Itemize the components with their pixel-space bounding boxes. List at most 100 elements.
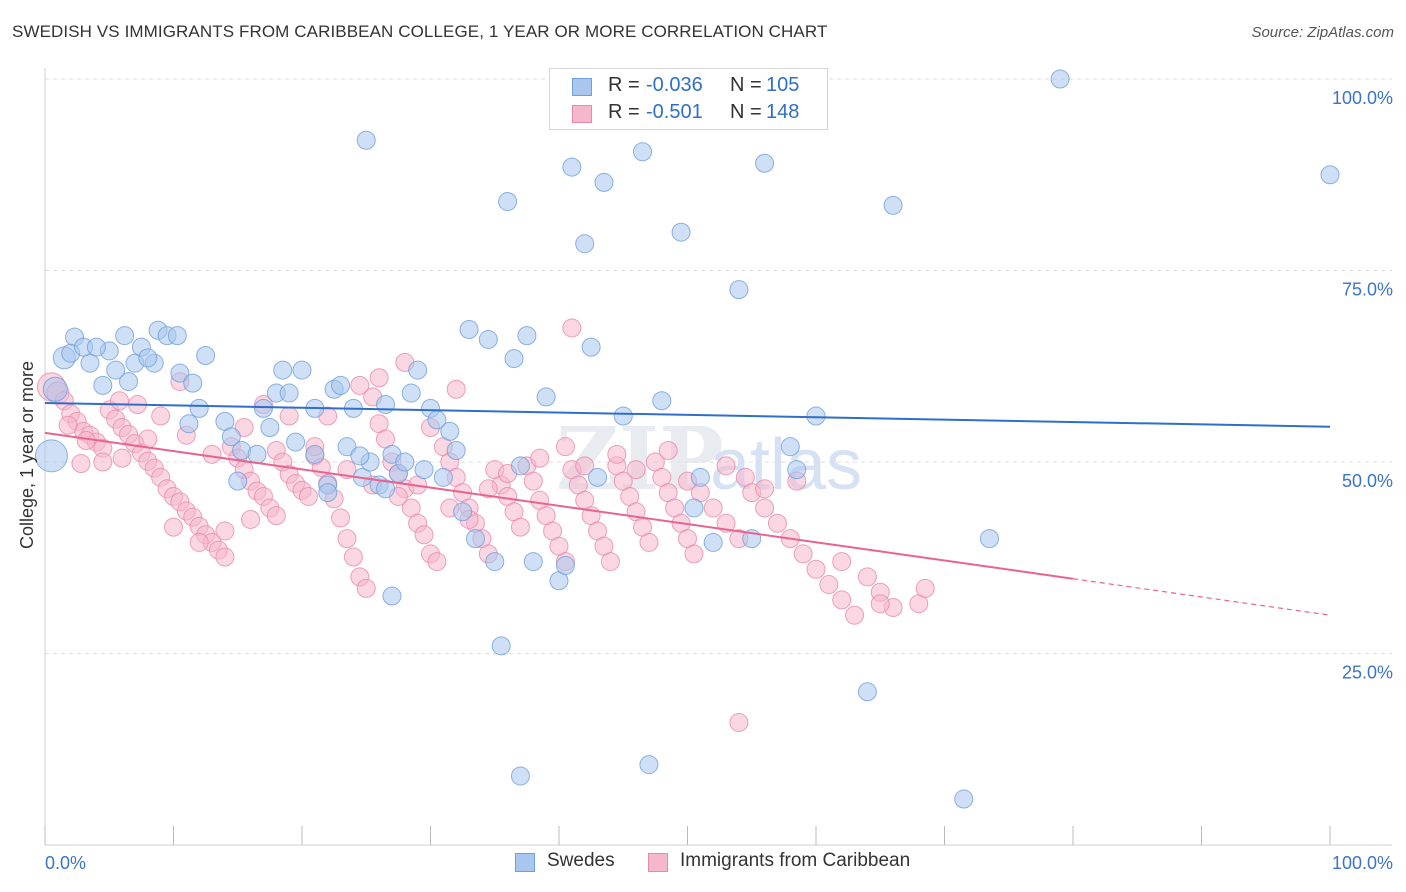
- data-point: [167, 326, 187, 346]
- data-point: [356, 578, 376, 598]
- data-point: [286, 432, 306, 452]
- data-point: [755, 479, 775, 499]
- data-point: [755, 498, 775, 518]
- data-point: [832, 552, 852, 572]
- data-point: [247, 444, 267, 464]
- y-tick-label: 100.0%: [1332, 88, 1393, 108]
- data-point: [639, 532, 659, 552]
- swedes-points: [34, 69, 1340, 809]
- data-point: [106, 360, 126, 380]
- data-point: [369, 368, 389, 388]
- n-label: N =: [730, 74, 762, 96]
- data-point: [806, 559, 826, 579]
- y-axis-title: College, 1 year or more: [17, 361, 37, 549]
- data-point: [408, 360, 428, 380]
- data-point: [883, 195, 903, 215]
- data-point: [446, 441, 466, 461]
- data-point: [626, 460, 646, 480]
- data-point: [241, 509, 261, 529]
- data-point: [806, 406, 826, 426]
- y-tick-label: 25.0%: [1342, 663, 1393, 683]
- data-point: [138, 429, 158, 449]
- data-point: [337, 437, 357, 457]
- data-point: [767, 513, 787, 533]
- data-point: [183, 373, 203, 393]
- data-point: [523, 552, 543, 572]
- data-point: [292, 360, 312, 380]
- data-point: [189, 398, 209, 418]
- data-point: [478, 329, 498, 349]
- data-point: [600, 552, 620, 572]
- data-point: [870, 594, 890, 614]
- data-point: [857, 567, 877, 587]
- data-point: [376, 479, 396, 499]
- data-point: [58, 415, 78, 435]
- data-point: [979, 529, 999, 549]
- data-point: [446, 379, 466, 399]
- caribbean-swatch: [572, 105, 592, 123]
- data-point: [80, 353, 100, 373]
- data-point: [588, 467, 608, 487]
- data-point: [71, 454, 91, 474]
- swedes-r-value: -0.036: [646, 74, 703, 96]
- data-point: [690, 467, 710, 487]
- source-label: Source: ZipAtlas.com: [1251, 24, 1394, 41]
- swedes-swatch: [515, 853, 535, 872]
- data-point: [170, 363, 190, 383]
- data-point: [491, 636, 511, 656]
- caribbean-trend-line-extension: [1072, 578, 1331, 616]
- data-point: [305, 444, 325, 464]
- caribbean-trend-line: [44, 431, 1074, 580]
- data-point: [234, 418, 254, 438]
- data-point: [343, 547, 363, 567]
- data-point: [607, 444, 627, 464]
- data-point: [221, 427, 241, 447]
- data-point: [356, 130, 376, 150]
- data-point: [93, 375, 113, 395]
- data-point: [266, 506, 286, 526]
- data-point: [42, 376, 68, 402]
- data-point: [1320, 165, 1340, 185]
- data-point: [86, 337, 106, 357]
- data-point: [523, 471, 543, 491]
- axis-labels: 25.0% 50.0% 75.0% 100.0% 0.0% 100.0% College, …: [17, 88, 1393, 873]
- data-point: [478, 479, 498, 499]
- data-point: [459, 319, 479, 339]
- correlation-legend: R = -0.036 N = 105 R = -0.501 N = 148: [549, 68, 828, 130]
- data-point: [485, 552, 505, 572]
- data-point: [337, 529, 357, 549]
- data-point: [395, 452, 415, 472]
- data-point: [716, 513, 736, 533]
- data-point: [260, 418, 280, 438]
- data-point: [684, 544, 704, 564]
- data-point: [633, 142, 653, 162]
- caribbean-points: [36, 318, 935, 732]
- data-point: [215, 547, 235, 567]
- data-point: [652, 391, 672, 411]
- data-point: [93, 452, 113, 472]
- data-point: [189, 532, 209, 552]
- data-point: [196, 346, 216, 366]
- data-point: [273, 360, 293, 380]
- data-point: [465, 529, 485, 549]
- data-point: [510, 766, 530, 786]
- caribbean-legend-label: Immigrants from Caribbean: [680, 850, 911, 871]
- swedes-legend-label: Swedes: [547, 850, 615, 871]
- x-tick-label-max: 100.0%: [1332, 853, 1393, 873]
- data-point: [504, 349, 524, 369]
- data-point: [228, 471, 248, 491]
- data-point: [138, 348, 158, 368]
- data-point: [575, 234, 595, 254]
- data-point: [575, 456, 595, 476]
- data-point: [716, 456, 736, 476]
- data-point: [915, 578, 935, 598]
- data-point: [819, 575, 839, 595]
- y-tick-label: 50.0%: [1342, 471, 1393, 491]
- data-point: [110, 391, 130, 411]
- data-point: [703, 498, 723, 518]
- data-point: [703, 532, 723, 552]
- data-point: [433, 467, 453, 487]
- swedes-swatch: [572, 78, 592, 96]
- swedes-n-value: 105: [766, 74, 800, 96]
